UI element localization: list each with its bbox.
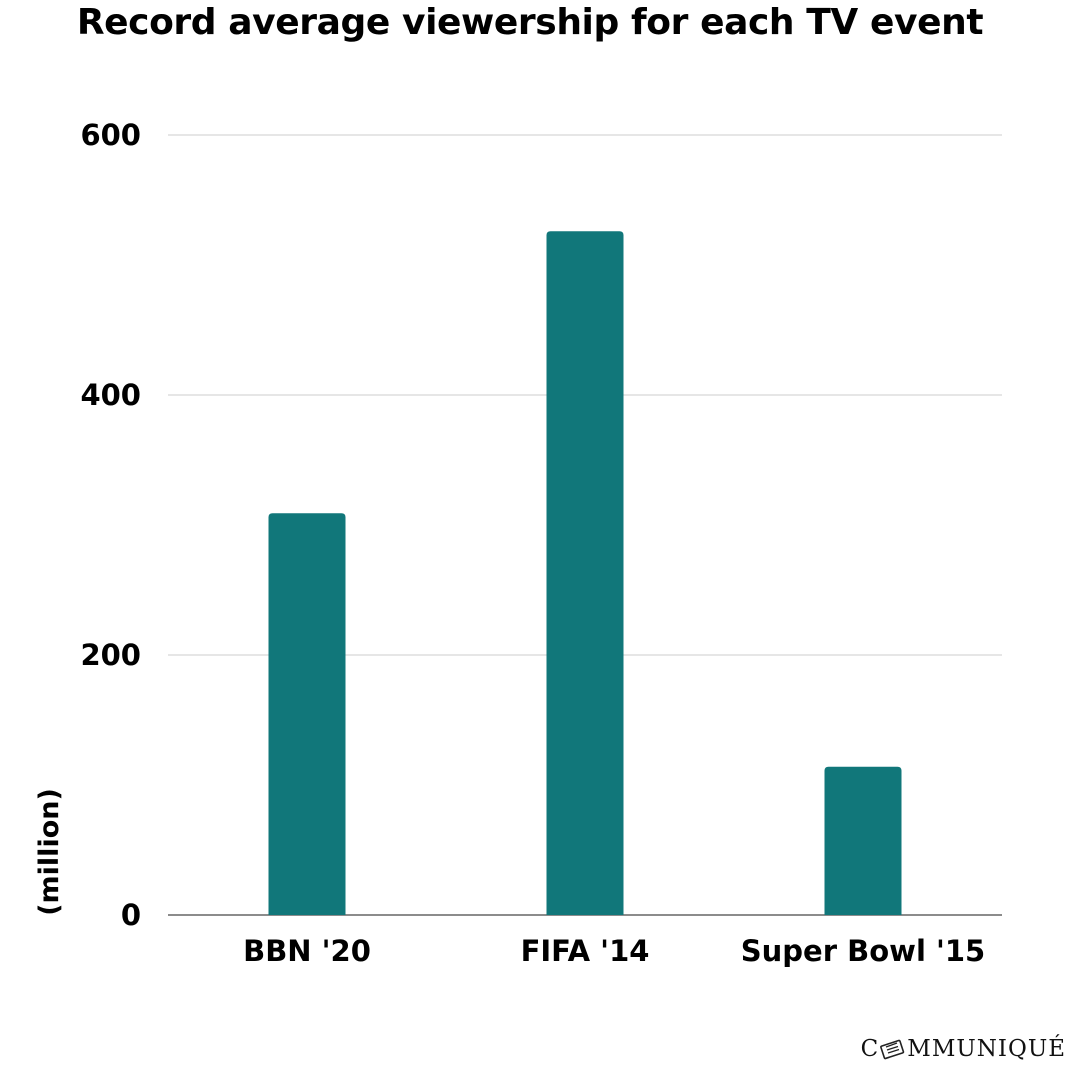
bars: [268, 231, 902, 915]
y-tick-labels: 0 200 400 600: [80, 118, 141, 932]
y-tick-label: 600: [80, 118, 141, 152]
x-tick-label: Super Bowl '15: [741, 934, 985, 968]
brand-logo-prefix: C: [860, 1036, 880, 1062]
bar: [546, 231, 624, 915]
y-tick-label: 0: [121, 898, 141, 932]
x-tick-label: BBN '20: [243, 934, 371, 968]
newspaper-icon: [880, 1039, 905, 1060]
y-tick-label: 200: [80, 638, 141, 672]
bar: [824, 766, 902, 915]
chart-title: Record average viewership for each TV ev…: [76, 2, 984, 43]
x-tick-label: FIFA '14: [521, 934, 650, 968]
y-tick-label: 400: [80, 378, 141, 412]
x-tick-labels: BBN '20 FIFA '14 Super Bowl '15: [243, 934, 985, 968]
brand-logo-suffix: MMUNIQUÉ: [907, 1036, 1066, 1062]
brand-logo: C MMUNIQUÉ: [861, 1036, 1066, 1062]
y-axis-label: (million): [34, 788, 65, 916]
bar: [268, 513, 346, 915]
